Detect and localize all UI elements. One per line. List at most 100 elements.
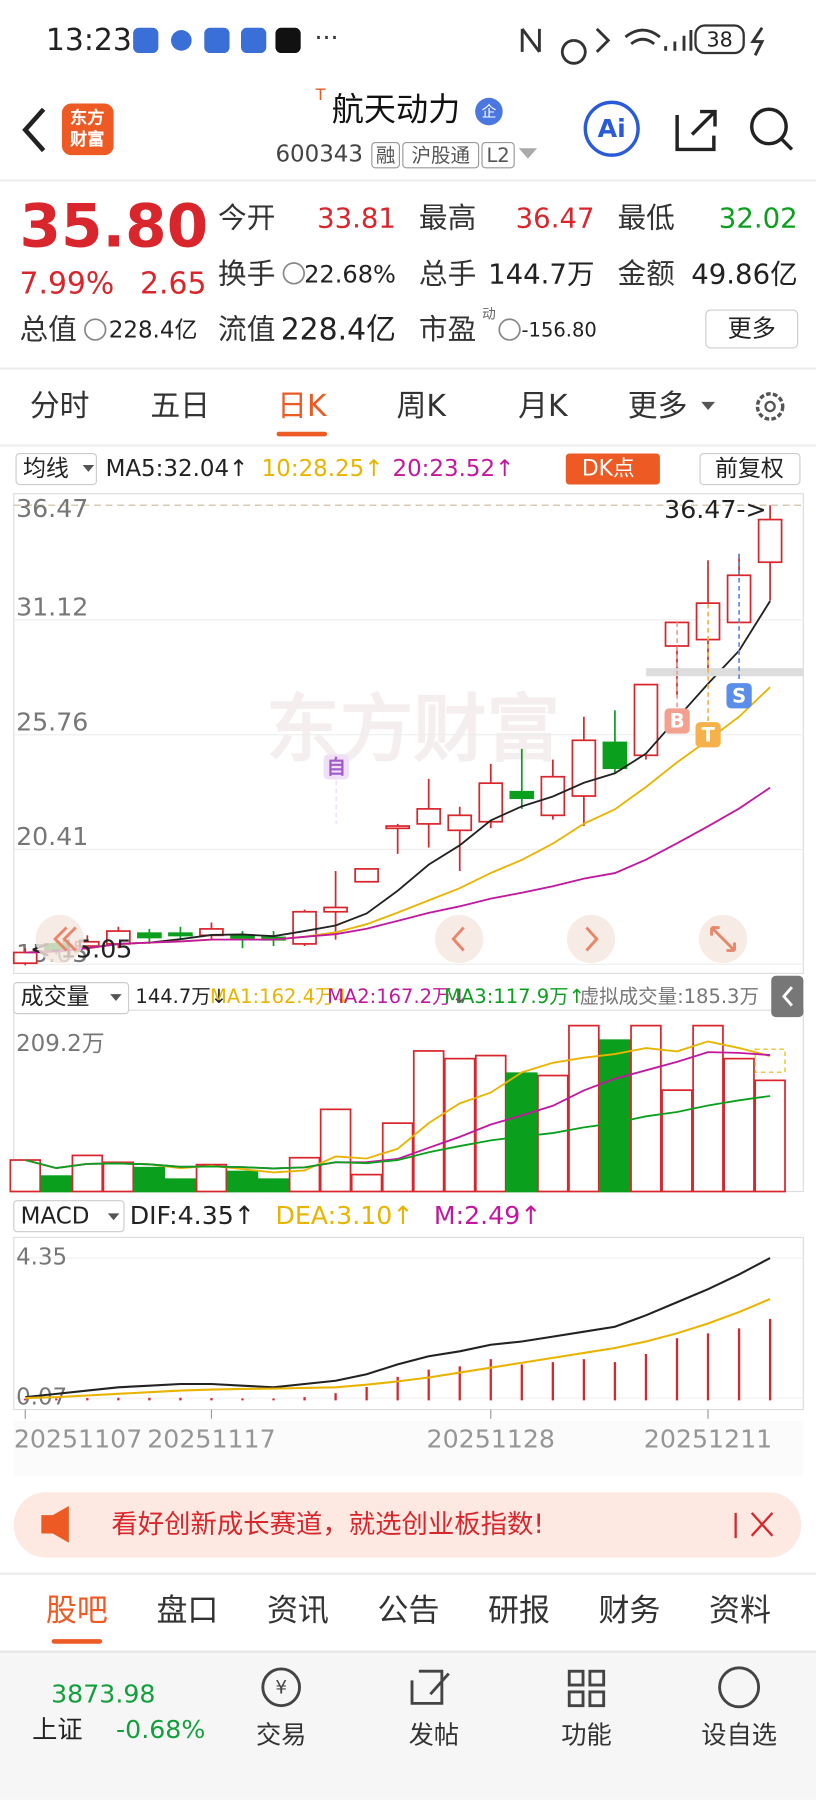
change-pct: 7.99% (20, 266, 115, 301)
search-handle (780, 137, 794, 151)
bottom-tab[interactable]: 盘口 (156, 1593, 218, 1629)
tag: 融 (376, 144, 396, 167)
candle-body (602, 741, 628, 770)
marker[interactable] (323, 754, 349, 780)
virtual-volume (754, 1048, 786, 1073)
tab[interactable]: 月K (518, 389, 569, 424)
settings-core (764, 400, 776, 413)
footer-action[interactable]: 发帖 (409, 1721, 459, 1750)
divider (0, 444, 816, 447)
volume-bar (319, 1108, 352, 1193)
settings-button[interactable] (755, 392, 785, 421)
field-value: 22.68% (304, 261, 396, 289)
field-value: 144.7万 (488, 259, 594, 291)
ad-close[interactable] (734, 1512, 774, 1539)
footer-action[interactable]: 功能 (561, 1721, 611, 1750)
volume-bar (630, 1024, 662, 1193)
bottom-tab[interactable]: 公告 (377, 1593, 439, 1629)
macd-label: DIF:4.35↑ (130, 1201, 255, 1230)
marker[interactable] (695, 722, 721, 748)
badge-text: 企 (481, 103, 496, 121)
dropdown[interactable] (518, 148, 538, 159)
battery (694, 24, 745, 55)
pe-note: 动 (482, 307, 496, 323)
tab[interactable]: 五日 (150, 389, 210, 424)
candle-body (292, 910, 317, 945)
candle-body (509, 790, 535, 800)
bottom-tab[interactable]: 资料 (709, 1593, 771, 1629)
y-tick-label: 20.41 (16, 822, 88, 851)
divider (0, 179, 816, 182)
tag-box (371, 141, 400, 169)
footer-action[interactable]: 交易 (256, 1721, 306, 1750)
volume-label: MA1:162.4万↓ (210, 985, 351, 1008)
candle-body (354, 868, 379, 883)
volume-bar (661, 1089, 693, 1193)
adjust-text: 前复权 (715, 456, 784, 482)
status-icons-right (520, 26, 765, 65)
candle-body (478, 782, 504, 823)
ma-selector-text: 均线 (23, 456, 69, 482)
search-button[interactable] (750, 107, 788, 146)
tab[interactable]: 周K (397, 389, 448, 424)
volume-bar (599, 1039, 631, 1193)
more-button-text: 更多 (728, 315, 776, 343)
battery-level: 38 (706, 27, 732, 51)
high-label: 36.47-> (664, 495, 767, 524)
volume-selector[interactable] (13, 982, 130, 1015)
adjust-button[interactable] (699, 452, 801, 486)
tab-underline (276, 431, 328, 437)
tab[interactable]: 日K (277, 389, 328, 424)
chart-nav[interactable] (35, 914, 84, 964)
ad-banner[interactable] (13, 1492, 802, 1558)
index-name: 上证 (32, 1715, 82, 1744)
y-tick-label: 25.76 (16, 707, 88, 736)
dk-button[interactable] (565, 453, 660, 485)
marker-text: T (701, 723, 715, 746)
bottom-tab[interactable]: 研报 (488, 1593, 550, 1629)
ma-label: 20:23.52↑ (393, 456, 515, 482)
back-button[interactable] (22, 107, 46, 153)
tab[interactable]: 更多 (628, 389, 688, 424)
field-label: 市盈 (419, 312, 476, 346)
volume-label: 144.7万↓ (135, 985, 227, 1008)
footer-action[interactable]: 设自选 (701, 1721, 777, 1750)
macd-frame (13, 1236, 804, 1411)
bottom-tab-underline (51, 1639, 103, 1644)
macd-selector[interactable] (13, 1200, 125, 1233)
t-mark: T (315, 85, 326, 104)
chart-nav[interactable] (566, 914, 616, 964)
bottom-tab[interactable]: 股吧 (46, 1593, 108, 1629)
change: 2.65 (140, 266, 206, 301)
volume-bar (195, 1163, 228, 1193)
tag: L2 (486, 144, 509, 167)
field-label: 换手 (218, 257, 275, 291)
logo (61, 103, 114, 156)
field-label: 总手 (419, 257, 476, 291)
marker[interactable] (726, 683, 752, 709)
tab-dropdown (701, 401, 716, 410)
field-value: 32.02 (719, 202, 798, 234)
dk-text: DK点 (582, 457, 635, 482)
bottom-tab[interactable]: 财务 (599, 1593, 661, 1629)
tab[interactable]: 分时 (30, 389, 90, 424)
volume-selector-text: 成交量 (21, 984, 90, 1010)
divider (0, 367, 816, 370)
chart-nav[interactable] (434, 914, 484, 964)
chart-nav-icon (451, 926, 465, 952)
more-button[interactable] (705, 309, 799, 349)
share-button[interactable] (675, 109, 717, 152)
marker-text: 自 (327, 756, 347, 779)
marker[interactable] (664, 708, 690, 734)
ma-selector[interactable] (15, 452, 97, 486)
logo-text: 财富 (70, 129, 104, 150)
volume-top-label: 209.2万 (16, 1031, 105, 1057)
ad-icon (41, 1505, 69, 1543)
volume-bar (9, 1159, 42, 1193)
collapse-button[interactable] (771, 975, 804, 1018)
field-label: 最低 (617, 200, 674, 234)
ai-button[interactable] (583, 100, 640, 157)
bottom-tab[interactable]: 资讯 (267, 1593, 329, 1629)
